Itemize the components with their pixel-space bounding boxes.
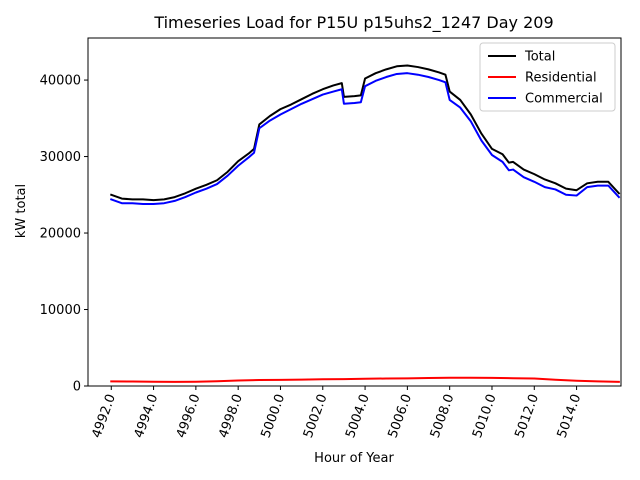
y-tick-label: 0	[73, 380, 81, 395]
x-axis-label: Hour of Year	[314, 451, 394, 466]
legend-box	[479, 42, 616, 112]
series-line-residential	[110, 376, 620, 383]
legend: Total Residential Commercial	[479, 42, 616, 112]
series-line-commercial	[109, 72, 621, 205]
y-tick-label: 10000	[40, 303, 81, 318]
series-layer	[109, 64, 621, 383]
y-axis-ticks: 0 10000 20000 30000 40000	[40, 74, 88, 395]
plot-frame	[87, 37, 622, 387]
chart-title: Timeseries Load for P15U p15uhs2_1247 Da…	[153, 13, 553, 33]
series-line-total	[109, 64, 621, 202]
y-axis-label: kW total	[14, 184, 29, 238]
legend-label-residential: Residential	[525, 71, 597, 86]
y-tick-label: 40000	[40, 74, 81, 89]
legend-label-commercial: Commercial	[525, 92, 603, 107]
y-tick-label: 20000	[40, 227, 81, 242]
y-tick-label: 30000	[40, 150, 81, 165]
legend-label-total: Total	[524, 50, 555, 65]
